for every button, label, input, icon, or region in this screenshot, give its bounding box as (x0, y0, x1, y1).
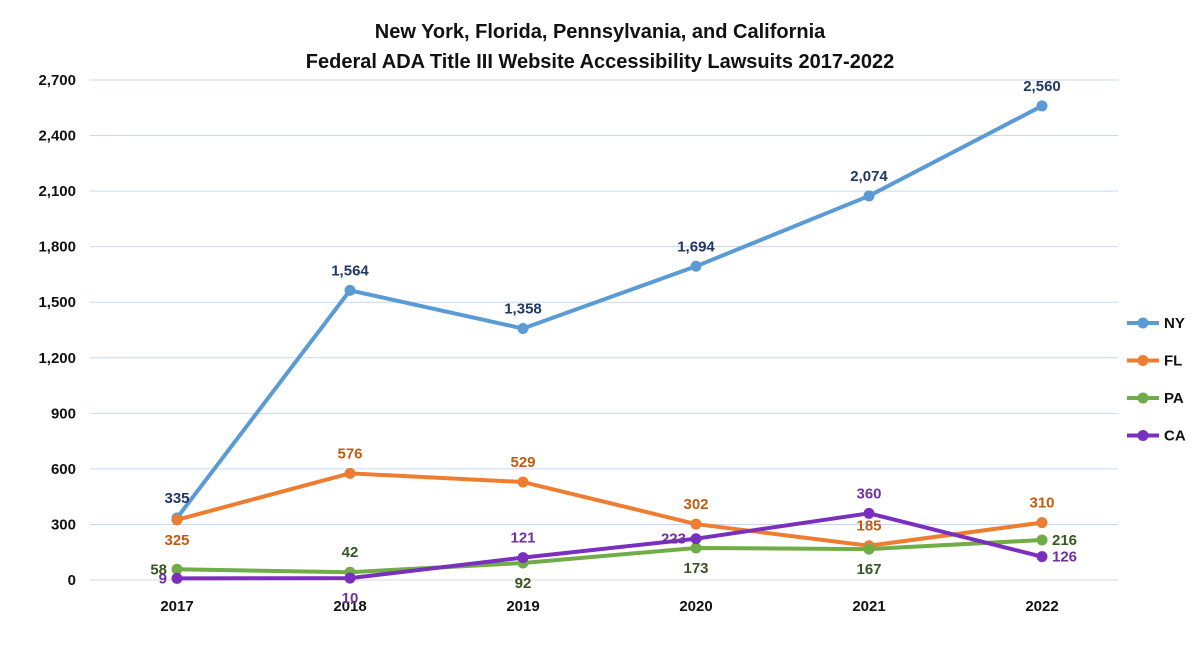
series-line-ca (175, 511, 1044, 581)
legend-marker-pa (1137, 392, 1149, 404)
data-point-fl (344, 467, 356, 479)
legend-label-pa: PA (1164, 390, 1184, 407)
x-tick-label: 2022 (1025, 598, 1058, 615)
series-group (171, 100, 1048, 584)
grid-lines (90, 79, 1118, 581)
data-labels: 335 1,564 1,358 1,694 2,074 2,560 325 576 529 302… (150, 78, 1077, 607)
data-label-pa: 92 (515, 575, 532, 592)
y-tick-label: 1,200 (38, 350, 76, 367)
data-label-ny: 2,560 (1023, 78, 1061, 95)
data-label-fl: 185 (856, 518, 881, 535)
x-tick-label: 2021 (852, 598, 885, 615)
x-tick-label: 2018 (333, 598, 366, 615)
legend-label-fl: FL (1164, 353, 1182, 370)
data-point-ny (344, 284, 356, 296)
data-point-fl (171, 514, 183, 526)
y-tick-label: 1,800 (38, 239, 76, 256)
data-point-fl (517, 476, 529, 488)
data-point-ny (1036, 100, 1048, 112)
y-tick-label: 2,400 (38, 128, 76, 145)
data-label-ny: 335 (164, 490, 189, 507)
data-point-fl (690, 518, 702, 530)
data-label-ca: 360 (856, 485, 881, 502)
legend-marker-ny (1137, 317, 1149, 329)
data-point-ca (1036, 551, 1048, 563)
x-tick-label: 2017 (160, 598, 193, 615)
data-label-fl: 302 (683, 496, 708, 513)
legend-label-ny: NY (1164, 315, 1185, 332)
series-line-pa (175, 538, 1044, 575)
data-point-ca (171, 572, 183, 584)
y-tick-label: 1,500 (38, 294, 76, 311)
data-label-pa: 167 (856, 561, 881, 578)
y-tick-label: 900 (51, 405, 76, 422)
data-point-pa (171, 563, 183, 575)
data-label-ny: 2,074 (850, 168, 888, 185)
y-tick-label: 600 (51, 461, 76, 478)
data-label-ny: 1,358 (504, 301, 542, 318)
y-tick-label: 2,700 (38, 72, 76, 89)
data-label-pa: 216 (1052, 532, 1077, 549)
data-label-fl: 576 (337, 445, 362, 462)
data-label-ca: 9 (159, 570, 167, 587)
data-point-ca (690, 533, 702, 545)
series-line-fl (175, 471, 1044, 548)
data-label-ny: 1,694 (677, 238, 715, 255)
legend: NY FL PA CA (1127, 315, 1186, 445)
data-label-fl: 325 (164, 532, 189, 549)
data-label-ca: 223 (661, 531, 686, 548)
chart-title-line-1: New York, Florida, Pennsylvania, and Cal… (375, 21, 826, 43)
data-point-ny (690, 260, 702, 272)
data-point-ca (517, 552, 529, 564)
y-axis-ticks: 0 300 600 900 1,200 1,500 1,800 2,100 2,400 2,700 (38, 72, 76, 589)
y-tick-label: 2,100 (38, 183, 76, 200)
data-point-pa (1036, 534, 1048, 546)
data-label-pa: 173 (683, 560, 708, 577)
data-label-ca: 10 (342, 590, 359, 607)
data-label-fl: 529 (510, 454, 535, 471)
y-tick-label: 0 (68, 572, 76, 589)
data-label-pa: 58 (150, 561, 167, 578)
legend-marker-fl (1137, 355, 1149, 366)
data-point-ca (344, 572, 356, 584)
y-tick-label: 300 (51, 516, 76, 533)
x-tick-label: 2020 (679, 598, 712, 615)
data-point-pa (690, 542, 702, 554)
data-point-pa (863, 543, 875, 555)
data-label-fl: 310 (1029, 495, 1054, 512)
x-tick-label: 2019 (506, 598, 539, 615)
data-label-ny: 1,564 (331, 262, 369, 279)
legend-marker-ca (1137, 430, 1149, 441)
data-point-ny (517, 323, 529, 335)
series-line-ny (175, 103, 1044, 520)
data-point-ca (863, 507, 875, 519)
legend-label-ca: CA (1164, 428, 1186, 445)
data-label-ca: 126 (1052, 549, 1077, 566)
data-point-fl (1036, 517, 1048, 529)
chart-title-line-2: Federal ADA Title III Website Accessibil… (306, 51, 894, 73)
data-label-pa: 42 (342, 544, 359, 561)
data-point-ny (863, 190, 875, 202)
data-label-ca: 121 (510, 530, 535, 547)
x-axis-ticks: 2017 2018 2019 2020 2021 2022 (160, 598, 1058, 615)
